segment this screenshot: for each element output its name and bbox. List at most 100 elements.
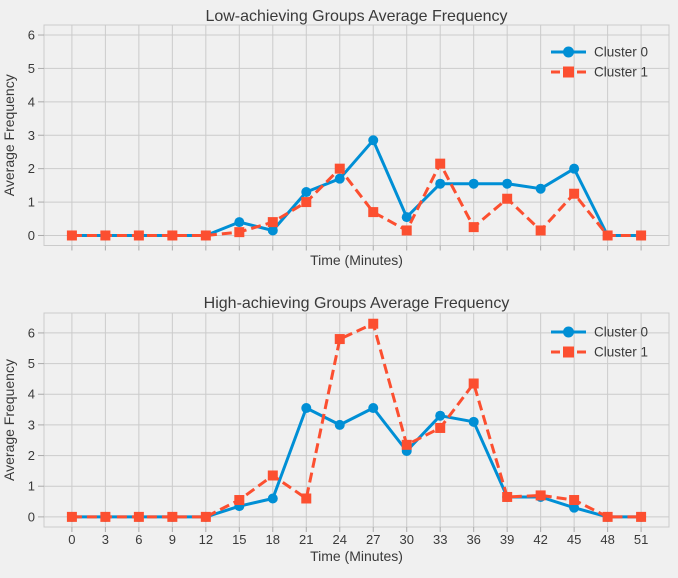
y-tick-label: 6 [28, 28, 35, 43]
square-marker [301, 197, 312, 208]
square-marker [368, 318, 379, 329]
square-marker [234, 227, 245, 238]
y-tick-label: 2 [28, 161, 35, 176]
legend-label: Cluster 1 [594, 65, 648, 80]
tick-marks [38, 34, 642, 251]
chart-title: High-achieving Groups Average Frequency [204, 295, 510, 312]
y-tick-label: 2 [28, 448, 35, 463]
x-tick-label: 30 [399, 532, 413, 547]
circle-marker [569, 163, 580, 174]
square-marker [267, 217, 278, 228]
square-marker [234, 495, 245, 506]
circle-marker [435, 410, 446, 421]
x-tick-label: 9 [169, 532, 176, 547]
square-marker [200, 511, 211, 522]
square-marker [100, 230, 111, 241]
x-tick-label: 36 [466, 532, 480, 547]
square-marker [133, 230, 144, 241]
circle-marker [301, 403, 312, 414]
y-axis-label: Average Frequency [1, 74, 17, 196]
circle-marker [502, 178, 513, 189]
square-marker [301, 493, 312, 504]
x-axis-label: Time (Minutes) [310, 252, 403, 268]
x-axis-label: Time (Minutes) [310, 548, 403, 564]
y-axis-label: Average Frequency [1, 359, 17, 481]
square-marker [100, 511, 111, 522]
x-tick-label: 6 [135, 532, 142, 547]
square-marker [200, 230, 211, 241]
x-tick-label: 42 [533, 532, 547, 547]
y-tick-label: 1 [28, 195, 35, 210]
circle-marker [301, 187, 312, 198]
square-marker [468, 222, 479, 233]
circle-marker [334, 173, 345, 184]
circle-marker [535, 183, 546, 194]
legend-square-marker [563, 66, 574, 78]
series-cluster-0 [66, 403, 647, 522]
y-tick-label: 0 [28, 228, 35, 243]
circle-marker [334, 419, 345, 430]
square-marker [502, 193, 513, 204]
square-marker [66, 230, 77, 241]
square-marker [401, 225, 412, 236]
legend: Cluster 0 Cluster 1 [551, 325, 648, 360]
y-tick-label: 0 [28, 509, 35, 524]
chart: 0 1 2 3 4 5 6 Low-achieving Groups Average Freq… [1, 8, 670, 268]
square-marker [602, 230, 613, 241]
circle-marker [368, 403, 379, 414]
square-marker [602, 511, 613, 522]
circle-marker [368, 135, 379, 146]
gridlines [44, 25, 669, 246]
square-marker [334, 334, 345, 345]
cluster-1-line [71, 322, 642, 519]
square-marker [401, 439, 412, 450]
x-tick-label: 27 [366, 532, 380, 547]
x-tick-label: 45 [567, 532, 581, 547]
y-tick-label: 4 [28, 94, 35, 109]
x-tick-label: 3 [102, 532, 109, 547]
plot-border [43, 312, 670, 528]
cluster-1-markers [66, 318, 647, 522]
x-tick-label: 0 [68, 532, 75, 547]
circle-marker [267, 493, 278, 504]
circle-marker [267, 225, 278, 236]
tick-marks [38, 332, 642, 532]
legend: Cluster 0 Cluster 1 [551, 45, 648, 80]
y-tick-label: 1 [28, 479, 35, 494]
cluster-1-line [71, 162, 642, 237]
y-tick-label: 3 [28, 128, 35, 143]
circle-marker [468, 416, 479, 427]
y-tick-label: 5 [28, 61, 35, 76]
square-marker [133, 511, 144, 522]
legend-circle-marker [563, 46, 574, 58]
gridlines [44, 313, 669, 527]
series-cluster-1 [66, 318, 647, 522]
y-tick-label: 4 [28, 387, 35, 402]
square-marker [66, 511, 77, 522]
square-marker [535, 490, 546, 501]
square-marker [636, 511, 647, 522]
series-cluster-1 [66, 158, 647, 241]
square-marker [569, 495, 580, 506]
square-marker [435, 422, 446, 433]
legend-square-marker [563, 346, 574, 358]
cluster-0-markers [66, 135, 647, 241]
y-tick-label: 5 [28, 356, 35, 371]
circle-marker [234, 217, 245, 228]
x-tick-label: 12 [199, 532, 213, 547]
legend-label: Cluster 0 [594, 325, 648, 340]
x-tick-label: 24 [333, 532, 347, 547]
square-marker [167, 230, 178, 241]
legend-circle-marker [563, 326, 574, 338]
y-tick-label: 3 [28, 417, 35, 432]
cluster-1-markers [66, 158, 647, 241]
square-marker [636, 230, 647, 241]
x-tick-label: 39 [500, 532, 514, 547]
circle-marker [468, 178, 479, 189]
series-cluster-0 [66, 135, 647, 241]
x-tick-label: 48 [600, 532, 614, 547]
x-tick-label: 33 [433, 532, 447, 547]
square-marker [468, 378, 479, 389]
